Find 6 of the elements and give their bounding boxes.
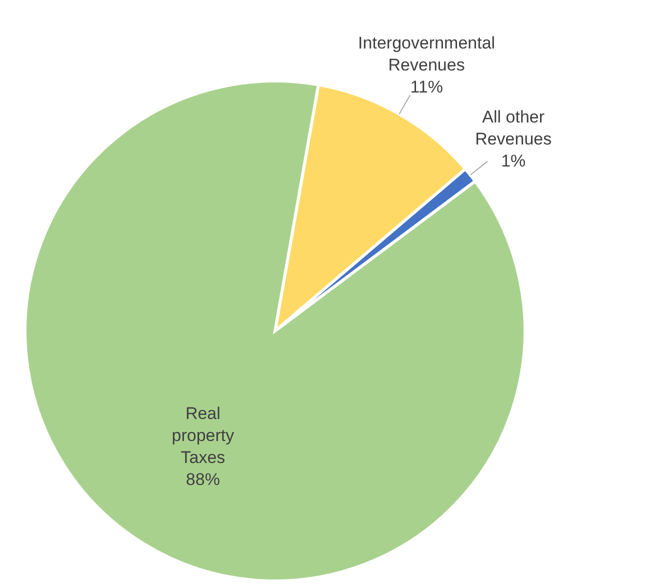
data-label: 1% xyxy=(501,152,526,172)
slice-label: Intergovernmental Revenues xyxy=(358,34,496,75)
slice-label: All other Revenues xyxy=(475,108,552,150)
slice-label: Real property Taxes xyxy=(172,404,235,468)
data-label: 88% xyxy=(186,470,220,490)
data-label: 11% xyxy=(410,78,443,97)
